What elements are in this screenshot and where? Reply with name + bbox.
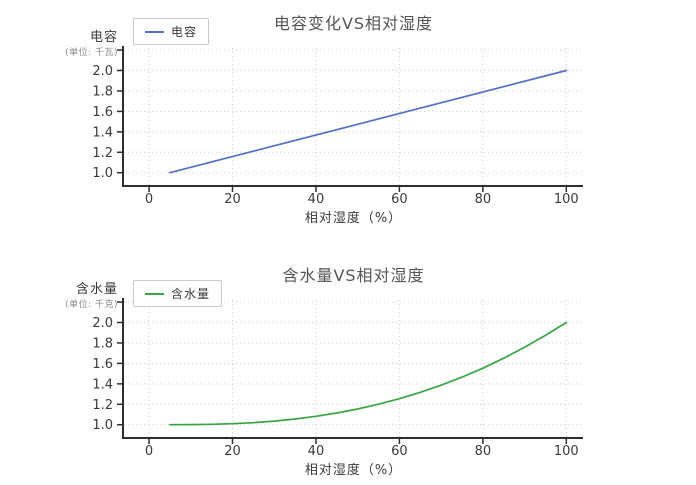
chart-title: 含水量VS相对湿度 (282, 266, 425, 285)
legend-label: 电容 (171, 25, 198, 39)
x-axis-label: 相对湿度（%） (304, 211, 403, 226)
svg-text:80: 80 (475, 444, 492, 459)
capacitance-line (169, 69, 568, 174)
chart-capacitance-vs-humidity: 电容变化VS相对湿度 电容 (单位: 千瓦) 0 20 40 60 80 100 1.0 1.… (0, 2, 696, 235)
svg-text:0: 0 (145, 444, 153, 459)
plot-area: 0 20 40 60 80 100 1.0 1.2 1.4 1.6 1.8 2.0 (92, 298, 583, 459)
svg-text:40: 40 (308, 192, 325, 207)
y-axis-unit-text: (单位: 千克) (65, 299, 118, 310)
svg-text:1.0: 1.0 (92, 418, 113, 433)
svg-text:1.2: 1.2 (92, 146, 113, 161)
svg-text:1.6: 1.6 (92, 357, 113, 372)
svg-text:1.4: 1.4 (92, 377, 113, 392)
svg-text:80: 80 (475, 192, 492, 207)
svg-text:100: 100 (554, 192, 579, 207)
svg-text:1.6: 1.6 (92, 105, 113, 120)
legend-line-swatch (145, 30, 164, 33)
svg-text:1.0: 1.0 (92, 166, 113, 181)
y-axis-unit-text: (单位: 千瓦) (65, 47, 118, 58)
svg-text:1.4: 1.4 (92, 125, 113, 140)
legend-line-swatch (145, 292, 164, 295)
legend: 含水量 (133, 280, 223, 307)
svg-text:2.0: 2.0 (92, 64, 113, 79)
x-axis-label: 相对湿度（%） (304, 463, 403, 478)
y-axis-name-text: 电容 (89, 30, 118, 45)
y-axis-title: 含水量 (单位: 千克) (0, 282, 118, 310)
svg-text:20: 20 (224, 192, 241, 207)
svg-text:1.8: 1.8 (92, 84, 113, 99)
chart-title: 电容变化VS相对湿度 (273, 14, 434, 33)
y-axis-name-text: 含水量 (75, 282, 118, 297)
svg-text:100: 100 (554, 444, 579, 459)
legend: 电容 (133, 18, 210, 45)
svg-text:1.8: 1.8 (92, 336, 113, 351)
svg-text:60: 60 (391, 192, 408, 207)
y-axis-title: 电容 (单位: 千瓦) (0, 30, 118, 58)
svg-text:2.0: 2.0 (92, 316, 113, 331)
chart-water-content-vs-humidity: 含水量VS相对湿度 含水量 (单位: 千克) 0 20 40 60 80 100 1.0 1.… (0, 254, 696, 485)
svg-text:1.2: 1.2 (92, 398, 113, 413)
legend-label: 含水量 (171, 287, 211, 301)
svg-text:20: 20 (224, 444, 241, 459)
svg-text:40: 40 (308, 444, 325, 459)
svg-text:60: 60 (391, 444, 408, 459)
svg-text:0: 0 (145, 192, 153, 207)
plot-area: 0 20 40 60 80 100 1.0 1.2 1.4 1.6 1.8 2.0 (92, 46, 583, 207)
water-content-line (169, 321, 568, 426)
